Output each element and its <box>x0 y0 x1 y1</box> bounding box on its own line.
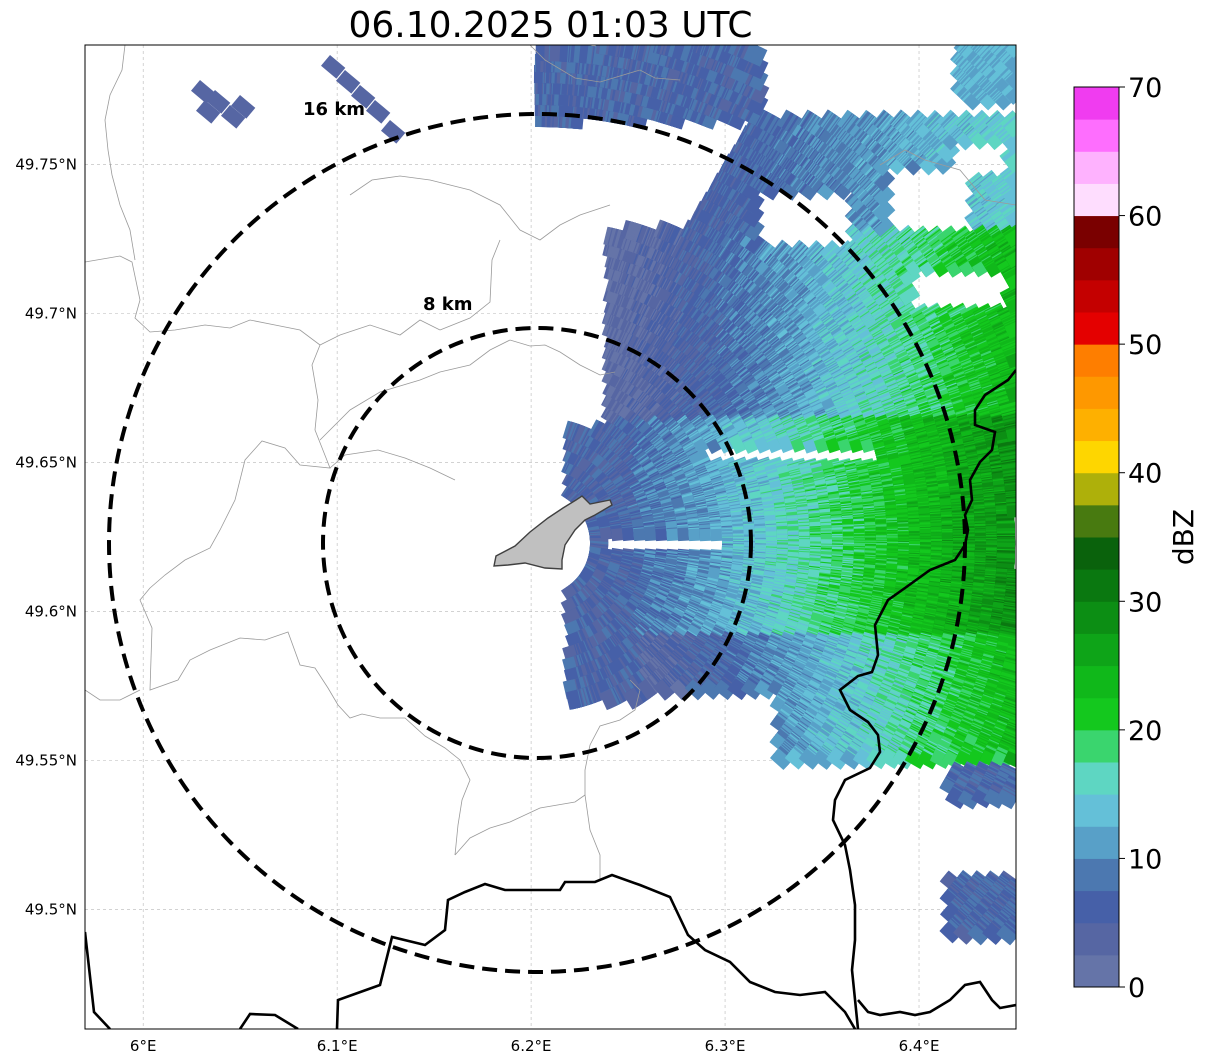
precipitation-echoes <box>191 45 1016 946</box>
chart-title: 06.10.2025 01:03 UTC <box>348 5 753 46</box>
